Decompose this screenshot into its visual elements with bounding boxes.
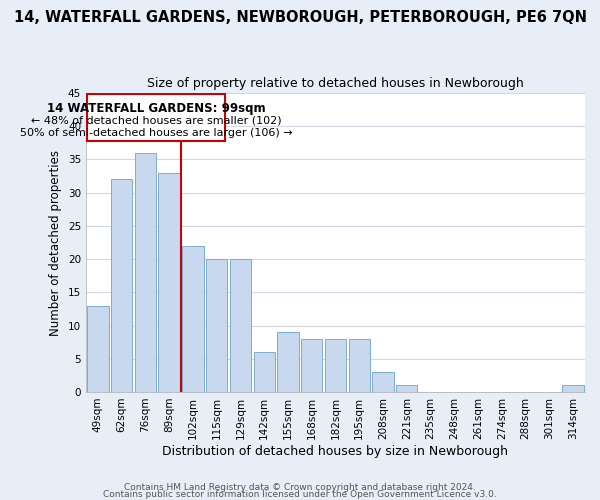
Bar [396, 386, 418, 392]
Bar [230, 259, 251, 392]
Y-axis label: Number of detached properties: Number of detached properties [49, 150, 62, 336]
Bar [158, 173, 180, 392]
Bar [87, 94, 225, 141]
Bar [349, 339, 370, 392]
Title: Size of property relative to detached houses in Newborough: Size of property relative to detached ho… [147, 78, 524, 90]
X-axis label: Distribution of detached houses by size in Newborough: Distribution of detached houses by size … [163, 444, 508, 458]
Bar [254, 352, 275, 392]
Bar [373, 372, 394, 392]
Bar [277, 332, 299, 392]
Bar [135, 153, 156, 392]
Bar [562, 386, 584, 392]
Bar [87, 306, 109, 392]
Text: 14 WATERFALL GARDENS: 99sqm: 14 WATERFALL GARDENS: 99sqm [47, 102, 265, 114]
Text: 14, WATERFALL GARDENS, NEWBOROUGH, PETERBOROUGH, PE6 7QN: 14, WATERFALL GARDENS, NEWBOROUGH, PETER… [14, 10, 587, 25]
Bar [206, 259, 227, 392]
Bar [325, 339, 346, 392]
Bar [182, 246, 203, 392]
Bar [301, 339, 322, 392]
Text: 50% of semi-detached houses are larger (106) →: 50% of semi-detached houses are larger (… [20, 128, 292, 138]
Text: Contains HM Land Registry data © Crown copyright and database right 2024.: Contains HM Land Registry data © Crown c… [124, 484, 476, 492]
Text: Contains public sector information licensed under the Open Government Licence v3: Contains public sector information licen… [103, 490, 497, 499]
Text: ← 48% of detached houses are smaller (102): ← 48% of detached houses are smaller (10… [31, 116, 281, 126]
Bar [111, 180, 133, 392]
